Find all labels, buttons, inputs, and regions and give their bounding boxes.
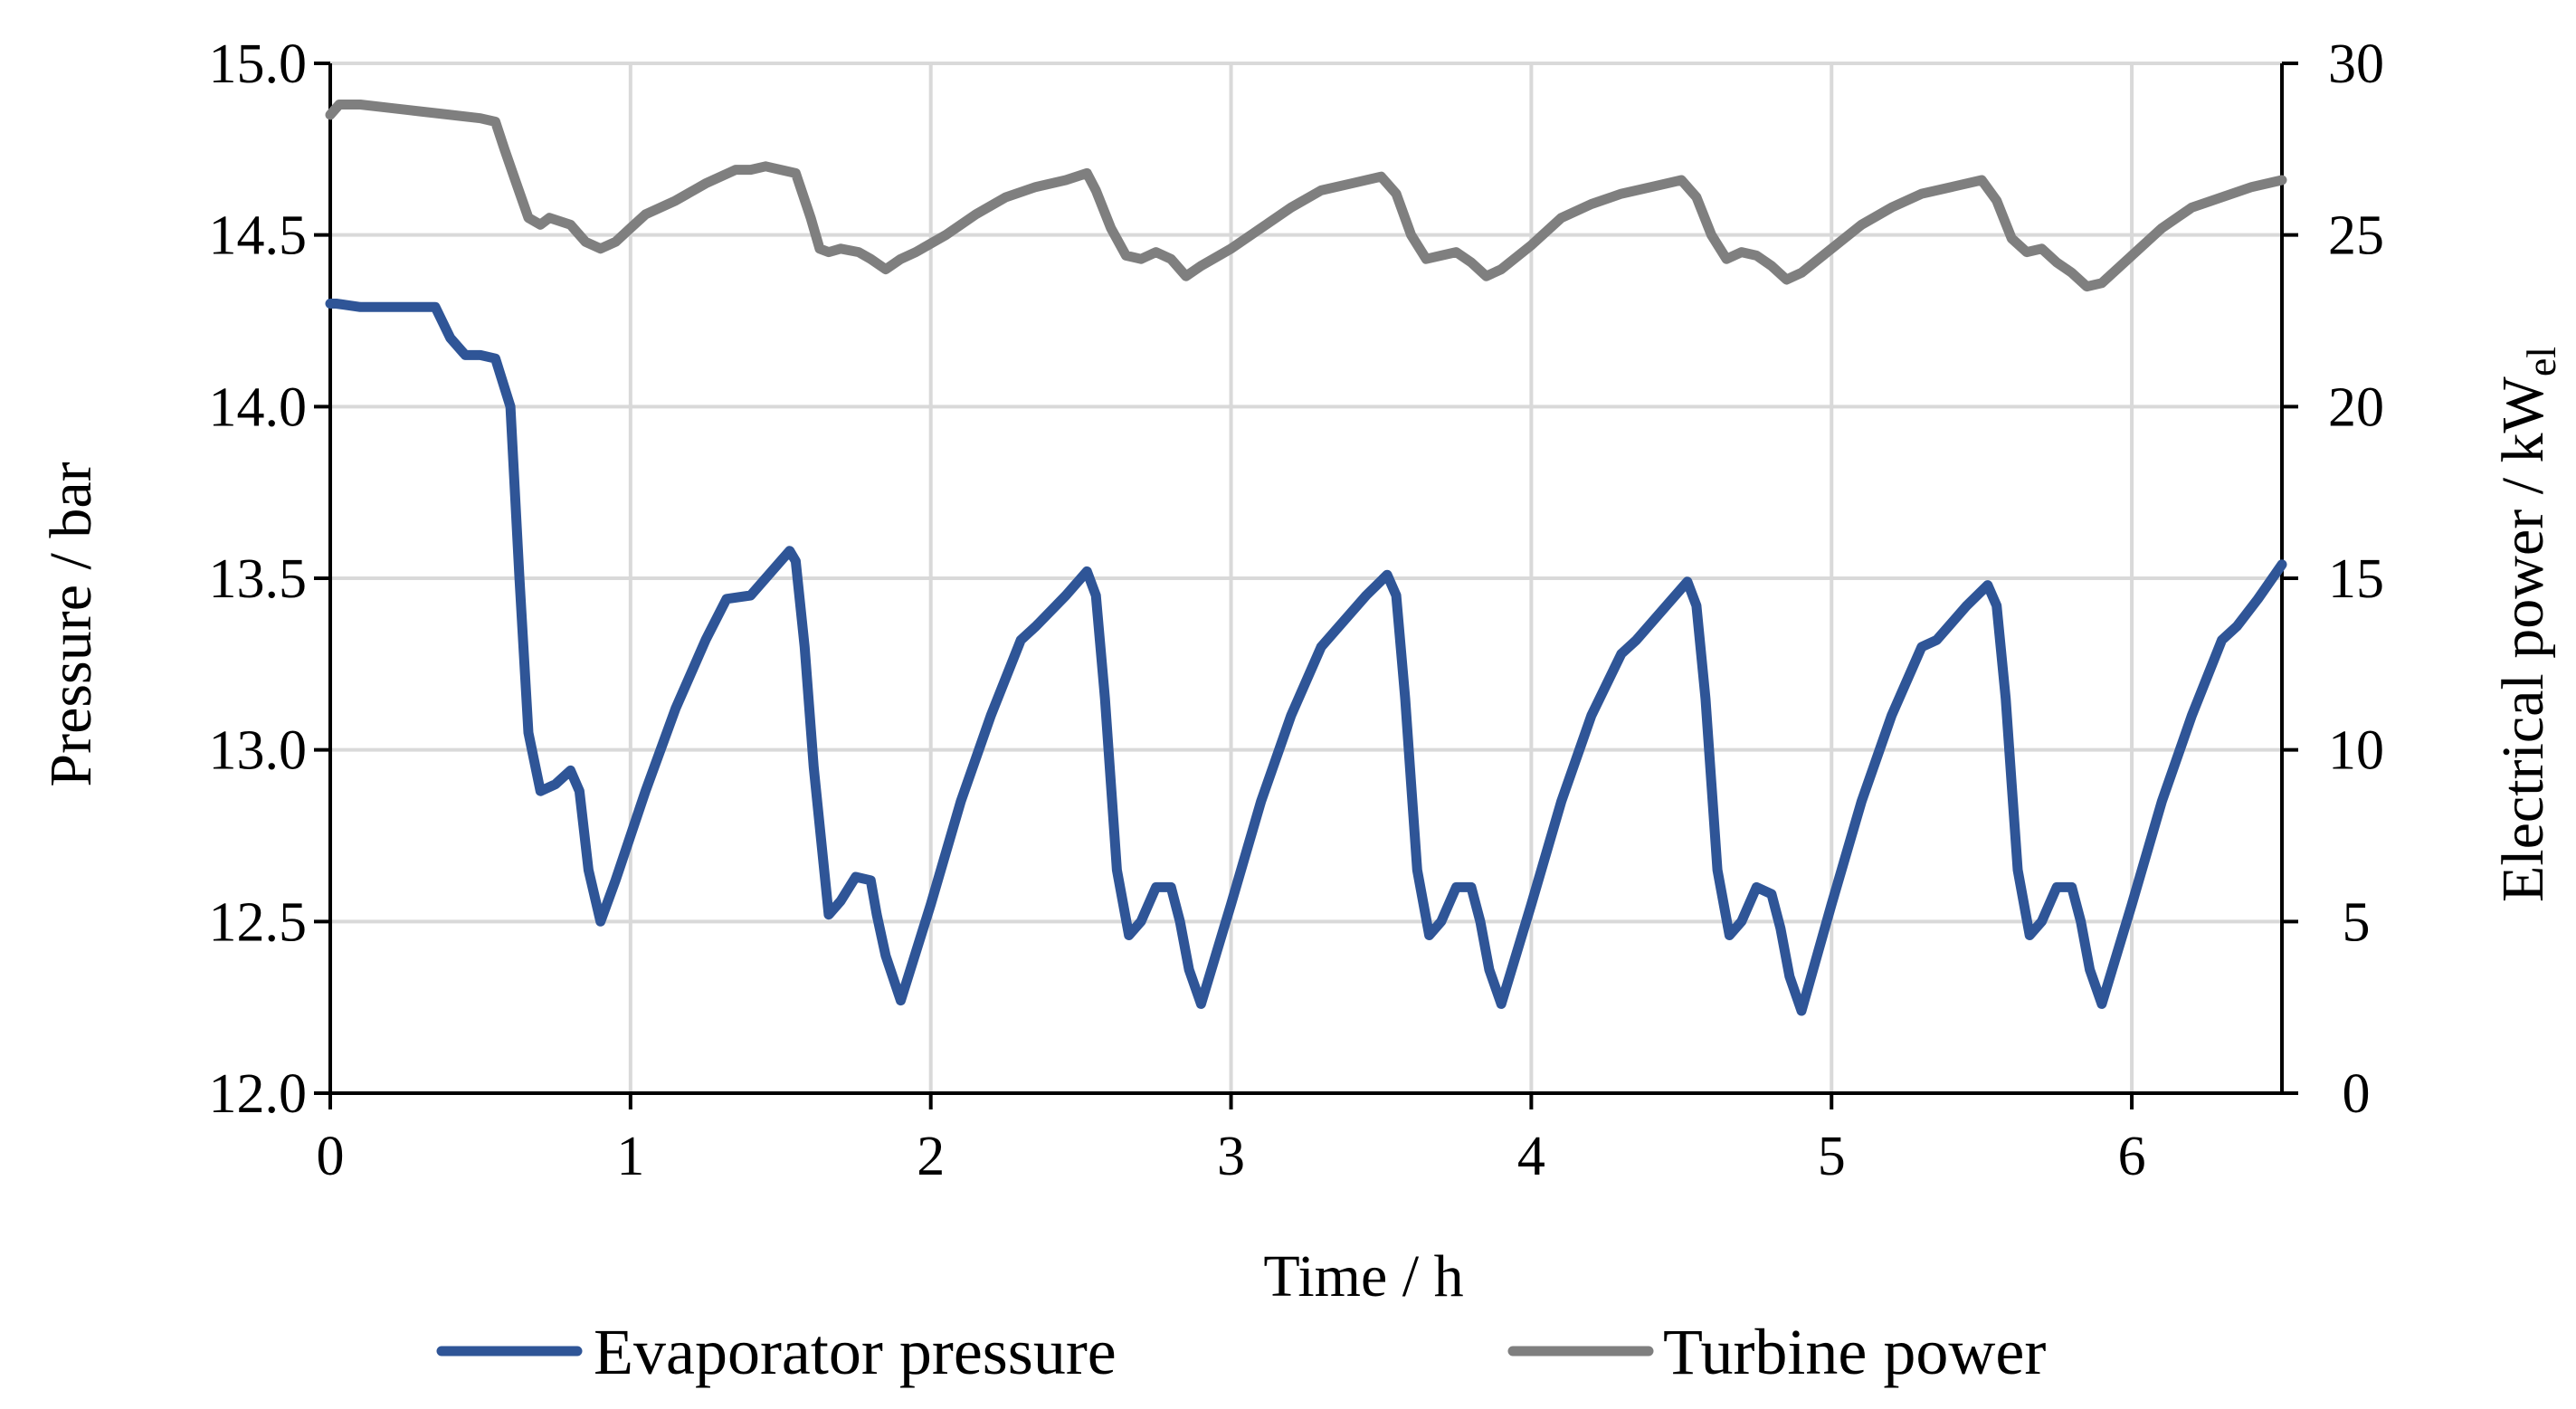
y-right-tick-label: 30 xyxy=(2328,33,2384,95)
y-right-tick-label: 20 xyxy=(2328,376,2384,438)
legend-label-evaporator-pressure: Evaporator pressure xyxy=(594,1316,1117,1388)
y-right-tick-label: 5 xyxy=(2343,891,2371,953)
y-right-tick-label: 0 xyxy=(2343,1063,2371,1125)
y-right-tick-label: 15 xyxy=(2328,548,2384,610)
y-left-tick-label: 14.0 xyxy=(209,376,308,438)
x-tick-label: 0 xyxy=(317,1126,345,1187)
x-tick-label: 2 xyxy=(917,1126,945,1187)
x-tick-label: 4 xyxy=(1517,1126,1545,1187)
legend-label-turbine-power: Turbine power xyxy=(1663,1316,2046,1388)
x-tick-label: 5 xyxy=(1818,1126,1846,1187)
y-left-tick-label: 13.0 xyxy=(209,720,308,782)
grid-layer xyxy=(330,62,2282,1093)
x-tick-label: 6 xyxy=(2118,1126,2146,1187)
series-line-evaporator-pressure xyxy=(325,299,2287,1016)
axes-layer xyxy=(314,62,2298,1109)
series-layer xyxy=(325,100,2287,1016)
y-left-tick-label: 15.0 xyxy=(209,33,308,95)
y-axis-left-label: Pressure / bar xyxy=(38,462,104,786)
y-axis-right-label-subscript: el xyxy=(2518,347,2564,376)
y-left-tick-label: 14.5 xyxy=(209,205,308,267)
y-axis-right-label: Electrical power / kWel xyxy=(2490,347,2564,902)
series-line-turbine-power xyxy=(325,100,2287,292)
y-right-tick-label: 25 xyxy=(2328,205,2384,267)
x-tick-label: 3 xyxy=(1217,1126,1245,1187)
tick-labels-layer: 12.012.513.013.514.014.515.0051015202530… xyxy=(209,33,2385,1187)
legend: Evaporator pressure Turbine power xyxy=(436,1316,2046,1388)
x-tick-label: 1 xyxy=(616,1126,644,1187)
y-right-tick-label: 10 xyxy=(2328,720,2384,782)
y-left-tick-label: 13.5 xyxy=(209,548,308,610)
y-left-tick-label: 12.0 xyxy=(209,1063,308,1125)
y-axis-right-label-main: Electrical power / kW xyxy=(2490,376,2556,902)
x-axis-label: Time / h xyxy=(1263,1243,1463,1309)
y-left-tick-label: 12.5 xyxy=(209,891,308,953)
